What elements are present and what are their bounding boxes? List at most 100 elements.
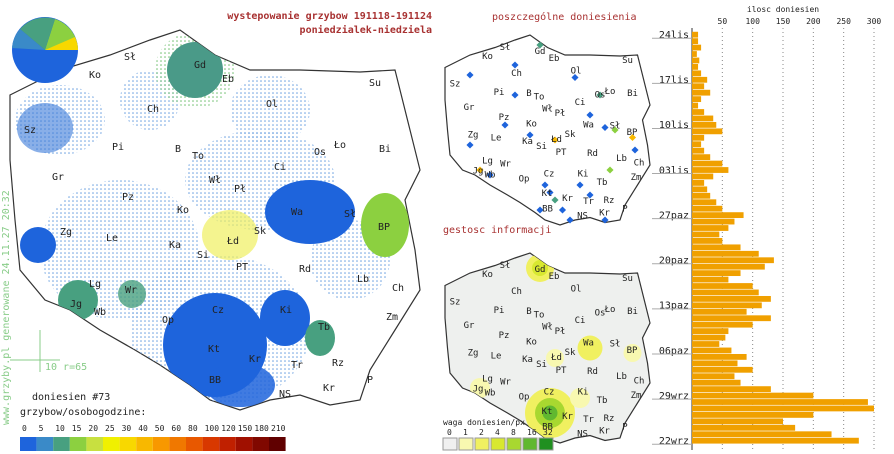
city-label: Os <box>595 309 606 319</box>
city-label: Wr <box>125 285 137 296</box>
city-label: Ko <box>526 120 537 130</box>
city-label: B <box>526 307 531 317</box>
x-axis-title: ilosc doniesien <box>747 5 819 14</box>
report-point <box>606 166 614 174</box>
city-label: To <box>534 93 545 103</box>
y-tick-label: 03lis <box>659 165 689 176</box>
report-point <box>466 141 474 149</box>
city-label: Lb <box>357 274 369 285</box>
city-label: Sk <box>565 130 576 140</box>
city-label: Lb <box>616 154 627 164</box>
legend-swatch <box>152 437 170 451</box>
bar <box>692 109 705 115</box>
city-label: Si <box>536 142 547 152</box>
city-label: Lg <box>89 279 101 290</box>
legend-tick: 60 <box>171 424 181 433</box>
legend-swatch <box>20 437 37 451</box>
report-point <box>546 188 554 197</box>
bar <box>692 418 783 425</box>
city-label: Jg <box>473 385 484 395</box>
city-label: Pz <box>499 113 510 123</box>
city-label: Pz <box>499 331 510 341</box>
bar <box>692 328 729 335</box>
bar <box>692 141 702 148</box>
bar <box>692 57 700 64</box>
city-label: BP <box>627 128 638 138</box>
legend-tick: 15 <box>72 424 82 433</box>
report-point <box>586 191 594 199</box>
bar <box>692 321 753 328</box>
city-label: Pi <box>112 142 124 153</box>
city-label: Ko <box>482 270 493 280</box>
legend-tick: 80 <box>188 424 198 433</box>
city-label: Ło <box>604 87 616 97</box>
city-label: Su <box>622 56 633 66</box>
city-label: Gr <box>52 172 64 183</box>
city-label: Su <box>622 274 633 284</box>
city-label: Zg <box>468 131 479 141</box>
city-label: Ki <box>578 388 589 398</box>
city-label: Tr <box>583 197 594 207</box>
bar <box>692 341 720 347</box>
city-label: Kt <box>542 189 553 199</box>
report-point <box>526 131 534 139</box>
legend-swatch <box>235 437 253 451</box>
report-point <box>466 71 474 79</box>
city-label: Kr <box>249 354 261 365</box>
city-label: Cz <box>544 388 555 398</box>
bar-chart: ilosc doniesien 50 100 150 200 250 300 22wrz 29w… <box>652 5 881 450</box>
legend-tick: 0 <box>447 428 452 437</box>
city-label: Ci <box>575 316 586 326</box>
city-label: BB <box>542 423 553 433</box>
city-label: BP <box>378 222 390 233</box>
city-label: Ch <box>634 159 645 169</box>
legend-swatch <box>474 437 490 451</box>
legend-swatch <box>506 437 522 451</box>
legend-tick: 1 <box>463 428 468 437</box>
bar <box>692 51 697 57</box>
city-label: Si <box>536 360 547 370</box>
bar <box>692 64 699 70</box>
bar <box>692 212 744 219</box>
city-label: Ki <box>578 170 589 180</box>
city-label: Ko <box>482 52 493 62</box>
city-label: NS <box>279 389 291 400</box>
city-label: Ki <box>280 305 292 316</box>
bar <box>692 412 814 418</box>
city-label: Ol <box>571 67 582 77</box>
city-label: Ch <box>147 104 159 115</box>
report-point <box>601 123 609 132</box>
city-label: Lb <box>616 372 627 382</box>
legend-swatch <box>136 437 153 451</box>
bar <box>692 225 729 231</box>
y-tick-label: 27paz <box>659 210 689 221</box>
city-label: B <box>175 144 181 155</box>
report-points <box>466 41 639 224</box>
city-label: Ci <box>274 162 286 173</box>
city-label: Wr <box>500 160 511 170</box>
city-label: Op <box>519 393 530 403</box>
x-tick-label: 250 <box>836 17 851 26</box>
bar <box>692 96 702 103</box>
x-tick-label: 100 <box>745 17 760 26</box>
report-point <box>501 121 509 129</box>
bar <box>692 366 753 373</box>
legend-swatch <box>252 437 269 451</box>
city-label: Bi <box>627 89 638 99</box>
bar <box>692 315 771 322</box>
city-label: Eb <box>549 54 560 64</box>
bar <box>692 270 741 277</box>
city-label: Pi <box>494 88 505 98</box>
report-point <box>536 206 544 214</box>
city-label: Wł <box>209 175 221 186</box>
bar <box>692 283 753 289</box>
report-point <box>628 133 637 142</box>
report-point <box>596 91 604 99</box>
city-label: Rd <box>587 367 598 377</box>
city-label: PT <box>236 262 248 273</box>
city-label: PT <box>556 148 567 158</box>
x-tick-label: 300 <box>867 17 882 26</box>
